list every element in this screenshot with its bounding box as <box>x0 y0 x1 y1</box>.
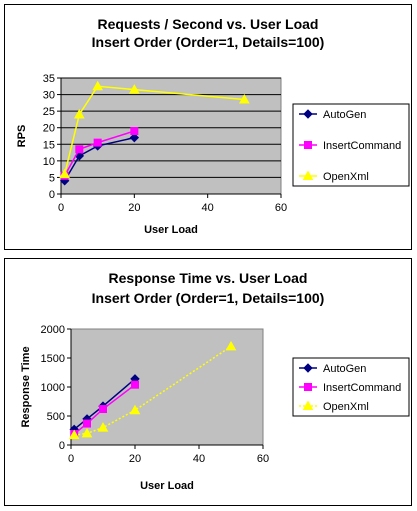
y-tick-label: 2000 <box>41 324 65 336</box>
y-tick-label: 20 <box>43 123 55 135</box>
data-point-openxml <box>92 80 104 91</box>
x-axis-label: User Load <box>140 480 194 492</box>
y-axis-label: RPS <box>16 125 28 148</box>
plot-area <box>60 77 282 195</box>
legend-marker-autogen <box>303 109 313 119</box>
data-point-openxml <box>59 168 71 179</box>
legend-marker-openxml <box>302 400 314 410</box>
legend-label: AutoGen <box>323 363 366 375</box>
series-line-insertcommand <box>73 384 136 435</box>
x-tick-label: 0 <box>58 202 64 214</box>
x-axis-label: User Load <box>144 224 198 236</box>
data-point-insertcommand <box>75 145 84 154</box>
chart-title: Response Time vs. User Load <box>109 270 308 286</box>
legend-marker-insertcommand <box>304 141 312 149</box>
data-point-openxml <box>238 94 250 104</box>
y-tick-label: 30 <box>43 90 55 102</box>
data-point-openxml <box>97 422 109 432</box>
data-point-insertcommand <box>93 138 102 147</box>
data-point-openxml <box>81 427 93 438</box>
y-tick-label: 1500 <box>41 353 65 365</box>
rps-chart-panel: Requests / Second vs. User Load Insert Or… <box>4 4 412 250</box>
legend-label: AutoGen <box>323 109 366 121</box>
x-tick-label: 60 <box>257 453 269 465</box>
chart-title: Requests / Second vs. User Load <box>98 16 319 32</box>
x-tick-label: 40 <box>202 202 214 214</box>
chart-subtitle: Insert Order (Order=1, Details=100) <box>92 34 325 50</box>
y-tick-label: 15 <box>43 139 55 151</box>
response-time-chart: Response Time vs. User Load Insert Order … <box>20 270 410 492</box>
legend-marker-insertcommand <box>304 383 312 391</box>
y-tick-label: 0 <box>59 440 65 452</box>
chart-subtitle: Insert Order (Order=1, Details=100) <box>92 290 325 306</box>
data-point-openxml <box>128 84 140 94</box>
data-point-autogen <box>129 132 140 143</box>
y-axis-label: Response Time <box>20 346 32 427</box>
data-point-insertcommand <box>130 127 139 136</box>
series-line-autogen <box>73 378 136 430</box>
y-tick-label: 25 <box>43 106 55 118</box>
y-tick-label: 5 <box>49 172 55 184</box>
y-tick-label: 1000 <box>41 382 65 394</box>
x-tick-label: 40 <box>193 453 205 465</box>
data-point-insertcommand <box>83 419 91 428</box>
x-tick-label: 20 <box>129 453 141 465</box>
y-tick-label: 0 <box>49 189 55 201</box>
x-tick-label: 60 <box>275 202 287 214</box>
y-tick-label: 500 <box>47 411 65 423</box>
y-tick-label: 35 <box>43 73 55 85</box>
legend-label: InsertCommand <box>323 140 401 152</box>
legend-label: InsertCommand <box>323 382 401 394</box>
data-point-openxml <box>73 108 85 119</box>
series-line-insertcommand <box>64 130 135 177</box>
x-tick-label: 20 <box>128 202 140 214</box>
legend-marker-openxml <box>302 170 314 180</box>
data-point-openxml <box>68 429 80 440</box>
plot-area <box>70 328 264 446</box>
legend-label: OpenXml <box>323 171 369 183</box>
data-point-insertcommand <box>99 405 107 414</box>
y-tick-label: 10 <box>43 156 55 168</box>
legend-marker-autogen <box>303 363 313 373</box>
data-point-openxml <box>225 340 237 351</box>
response-time-chart-panel: Response Time vs. User Load Insert Order … <box>4 258 412 506</box>
series-line-autogen <box>64 136 135 182</box>
data-point-insertcommand <box>131 380 139 389</box>
rps-chart: Requests / Second vs. User Load Insert Or… <box>16 16 410 236</box>
x-tick-label: 0 <box>68 453 74 465</box>
legend-label: OpenXml <box>323 401 369 413</box>
data-point-openxml <box>129 404 141 415</box>
